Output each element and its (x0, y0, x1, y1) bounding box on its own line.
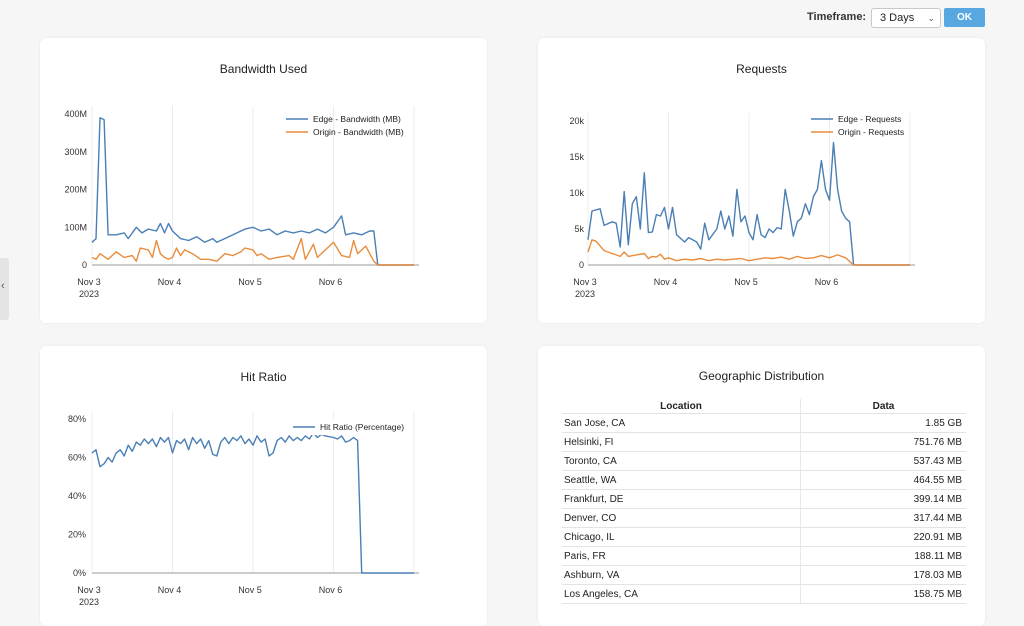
geo-data: 178.03 MB (800, 565, 966, 585)
x-tick-label: Nov 5 (734, 277, 758, 287)
geo-location: Frankfurt, DE (562, 489, 801, 509)
timeframe-label: Timeframe: (807, 11, 867, 23)
requests-title: Requests (736, 62, 787, 76)
geo-location: Seattle, WA (562, 470, 801, 490)
series-line (587, 141, 910, 266)
y-tick-label: 100M (64, 222, 87, 232)
series-line (91, 117, 414, 266)
series-line (587, 239, 910, 266)
chevron-left-icon: ‹ (1, 280, 5, 292)
hit-ratio-title: Hit Ratio (240, 370, 287, 384)
y-tick-label: 20% (68, 530, 86, 540)
hit-ratio-card: Hit Ratio 0% 20% 40% 60% 80% Nov 3 Nov 4 Nov 5 N… (40, 346, 487, 626)
chevron-down-icon: ⌄ (927, 13, 935, 23)
y-tick-label: 300M (64, 147, 87, 157)
geo-data: 188.11 MB (800, 546, 966, 566)
legend-label: Hit Ratio (Percentage) (320, 422, 404, 432)
table-row: Los Angeles, CA 158.75 MB (562, 584, 966, 604)
geo-data: 399.14 MB (800, 489, 966, 509)
bandwidth-title: Bandwidth Used (219, 62, 308, 76)
geo-location: Toronto, CA (562, 451, 801, 471)
x-tick-label: Nov 3 (77, 277, 101, 287)
y-tick-label: 0 (82, 260, 87, 270)
geo-card: Geographic Distribution Location Data Sa… (538, 346, 985, 626)
x-tick-label: Nov 6 (319, 585, 343, 595)
geo-location: San Jose, CA (562, 413, 801, 433)
x-year-label: 2023 (575, 289, 595, 299)
x-tick-label: Nov 4 (158, 277, 182, 287)
table-row: Seattle, WA 464.55 MB (562, 470, 966, 490)
x-tick-label: Nov 3 (573, 277, 597, 287)
y-tick-label: 5k (574, 224, 584, 234)
y-tick-label: 40% (68, 491, 86, 501)
table-row: Chicago, IL 220.91 MB (562, 527, 966, 547)
table-row: Helsinki, FI 751.76 MB (562, 432, 966, 452)
x-year-label: 2023 (79, 597, 99, 607)
series-line (91, 432, 414, 574)
y-tick-label: 15k (569, 152, 584, 162)
y-tick-label: 20k (569, 116, 584, 126)
bandwidth-chart: 0 100M 200M 300M 400M Nov 3 Nov 4 Nov 5 Nov 6 202… (64, 106, 419, 299)
y-tick-label: 400M (64, 109, 87, 119)
y-tick-label: 80% (68, 414, 86, 424)
geo-data: 1.85 GB (800, 413, 966, 433)
geo-location: Denver, CO (562, 508, 801, 528)
y-tick-label: 10k (569, 188, 584, 198)
geo-table: Location Data San Jose, CA 1.85 GB Helsin… (562, 399, 966, 604)
legend-label: Origin - Bandwidth (MB) (313, 127, 404, 137)
geo-data: 537.43 MB (800, 451, 966, 471)
legend-label: Edge - Requests (838, 114, 901, 124)
table-row: Paris, FR 188.11 MB (562, 546, 966, 566)
geo-header-row: Location Data (562, 399, 966, 414)
sidebar-collapse-handle[interactable]: ‹ (0, 258, 9, 320)
x-tick-label: Nov 6 (815, 277, 839, 287)
geo-data: 464.55 MB (800, 470, 966, 490)
table-row: San Jose, CA 1.85 GB (562, 413, 966, 433)
geo-location: Chicago, IL (562, 527, 801, 547)
table-row: Ashburn, VA 178.03 MB (562, 565, 966, 585)
geo-location: Paris, FR (562, 546, 801, 566)
geo-data: 751.76 MB (800, 432, 966, 452)
x-tick-label: Nov 4 (654, 277, 678, 287)
x-year-label: 2023 (79, 289, 99, 299)
table-row: Denver, CO 317.44 MB (562, 508, 966, 528)
x-tick-label: Nov 5 (238, 277, 262, 287)
y-tick-label: 0 (579, 260, 584, 270)
hit-ratio-chart: 0% 20% 40% 60% 80% Nov 3 Nov 4 Nov 5 Nov 6 2023 Hi… (68, 411, 419, 607)
x-tick-label: Nov 4 (158, 585, 182, 595)
toolbar: Timeframe: 3 Days ⌄ OK (0, 0, 1024, 36)
geo-header-location: Location (562, 399, 801, 414)
geo-data: 158.75 MB (800, 584, 966, 604)
requests-chart: 0 5k 10k 15k 20k Nov 3 Nov 4 Nov 5 Nov 6 2023 Edge… (569, 113, 915, 299)
timeframe-select[interactable]: 3 Days ⌄ (871, 8, 941, 28)
geo-location: Ashburn, VA (562, 565, 801, 585)
legend-label: Edge - Bandwidth (MB) (313, 114, 401, 124)
requests-card: Requests 0 5k 10k 15k 20k Nov 3 Nov 4 Nov 5 Nov … (538, 38, 985, 323)
series-line (91, 237, 414, 266)
legend-label: Origin - Requests (838, 127, 904, 137)
y-tick-label: 200M (64, 185, 87, 195)
geo-title: Geographic Distribution (698, 369, 825, 383)
geo-location: Los Angeles, CA (562, 584, 801, 604)
geo-location: Helsinki, FI (562, 432, 801, 452)
geo-data: 317.44 MB (800, 508, 966, 528)
x-tick-label: Nov 3 (77, 585, 101, 595)
ok-button[interactable]: OK (944, 8, 985, 27)
y-tick-label: 0% (73, 568, 86, 578)
timeframe-value: 3 Days (880, 12, 915, 24)
x-tick-label: Nov 6 (319, 277, 343, 287)
bandwidth-card: Bandwidth Used 0 100M 200M 300M 400M Nov 3 Nov… (40, 38, 487, 323)
geo-data: 220.91 MB (800, 527, 966, 547)
legend-background (289, 419, 409, 435)
x-tick-label: Nov 5 (238, 585, 262, 595)
geo-header-data: Data (800, 399, 966, 414)
y-tick-label: 60% (68, 453, 86, 463)
table-row: Frankfurt, DE 399.14 MB (562, 489, 966, 509)
table-row: Toronto, CA 537.43 MB (562, 451, 966, 471)
